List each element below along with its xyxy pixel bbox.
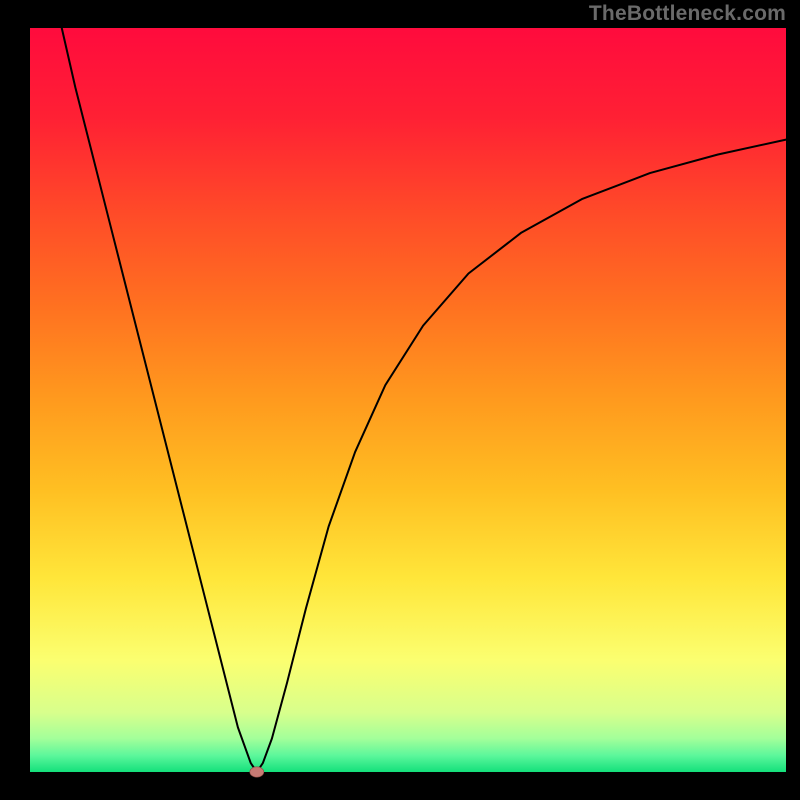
optimal-point-marker	[250, 767, 264, 777]
plot-background	[30, 28, 786, 772]
bottleneck-chart	[0, 0, 800, 800]
chart-container: TheBottleneck.com	[0, 0, 800, 800]
